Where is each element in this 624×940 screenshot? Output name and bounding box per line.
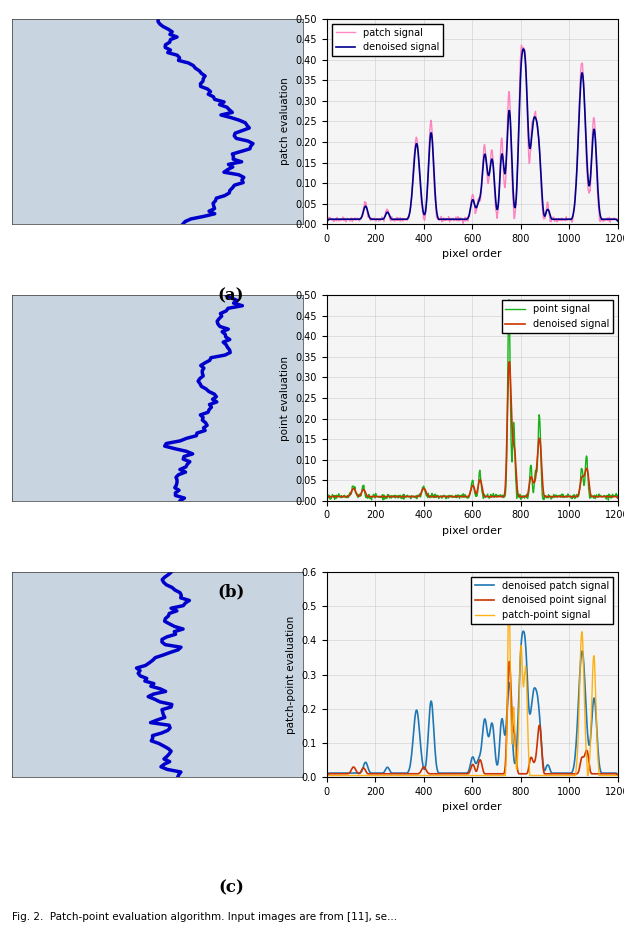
patch signal: [323, 213, 331, 225]
X-axis label: pixel order: pixel order: [442, 249, 502, 259]
denoised signal: [520, 43, 527, 55]
denoised signal: [614, 215, 622, 227]
denoised signal: [578, 473, 585, 484]
Line: patch signal: patch signal: [327, 45, 618, 223]
Y-axis label: point evaluation: point evaluation: [280, 355, 290, 441]
patch-point signal: [614, 770, 622, 781]
denoised signal: [323, 493, 331, 504]
patch-point signal: [347, 770, 354, 781]
point signal: [505, 294, 513, 306]
Line: denoised signal: denoised signal: [327, 362, 618, 498]
point signal: [614, 490, 622, 501]
patch signal: [459, 217, 467, 228]
denoised signal: [347, 213, 354, 225]
Line: point signal: point signal: [327, 300, 618, 500]
patch signal: [578, 57, 585, 69]
Y-axis label: patch-point evaluation: patch-point evaluation: [286, 616, 296, 733]
Text: Fig. 2.  Patch-point evaluation algorithm. Input images are from [11], se...: Fig. 2. Patch-point evaluation algorithm…: [12, 912, 397, 921]
patch signal: [518, 39, 525, 51]
denoised signal: [528, 130, 535, 141]
point signal: [347, 489, 354, 500]
point signal: [323, 491, 331, 502]
denoised patch signal: [528, 697, 535, 709]
denoised signal: [570, 204, 578, 215]
denoised point signal: [505, 656, 513, 667]
denoised signal: [512, 202, 519, 213]
denoised patch signal: [578, 649, 585, 660]
patch-point signal: [325, 770, 333, 781]
point signal: [570, 489, 578, 500]
denoised patch signal: [614, 769, 622, 780]
denoised signal: [505, 356, 513, 368]
denoised point signal: [512, 742, 519, 753]
denoised signal: [347, 488, 354, 499]
denoised signal: [528, 472, 535, 483]
Legend: point signal, denoised signal: point signal, denoised signal: [502, 300, 613, 333]
denoised point signal: [325, 768, 333, 779]
Line: denoised signal: denoised signal: [327, 49, 618, 222]
denoised patch signal: [325, 767, 333, 778]
Legend: patch signal, denoised signal: patch signal, denoised signal: [331, 24, 443, 56]
X-axis label: pixel order: pixel order: [442, 526, 502, 536]
patch-point signal: [570, 770, 578, 781]
patch-point signal: [528, 770, 535, 781]
Line: denoised point signal: denoised point signal: [327, 662, 618, 776]
denoised point signal: [323, 770, 331, 781]
point signal: [325, 490, 333, 501]
patch signal: [512, 201, 519, 212]
point signal: [605, 494, 612, 506]
point signal: [528, 471, 535, 482]
X-axis label: pixel order: pixel order: [442, 803, 502, 812]
point signal: [578, 462, 585, 474]
patch-point signal: [512, 753, 519, 764]
patch signal: [529, 116, 536, 127]
patch signal: [347, 214, 354, 226]
denoised signal: [323, 216, 331, 227]
denoised signal: [325, 213, 333, 225]
denoised signal: [578, 70, 585, 82]
patch signal: [571, 198, 578, 210]
Line: denoised patch signal: denoised patch signal: [327, 632, 618, 776]
denoised point signal: [347, 765, 354, 776]
denoised signal: [570, 491, 578, 502]
Legend: denoised patch signal, denoised point signal, patch-point signal: denoised patch signal, denoised point si…: [470, 577, 613, 624]
patch signal: [325, 214, 333, 226]
denoised signal: [614, 493, 622, 504]
point signal: [512, 474, 519, 485]
denoised patch signal: [570, 760, 578, 771]
Text: (c): (c): [218, 880, 244, 897]
denoised patch signal: [347, 767, 354, 778]
denoised patch signal: [520, 626, 527, 637]
denoised point signal: [614, 770, 622, 781]
denoised signal: [512, 459, 519, 470]
Text: (b): (b): [217, 584, 245, 601]
denoised signal: [325, 491, 333, 502]
patch-point signal: [505, 582, 513, 593]
denoised point signal: [570, 768, 578, 779]
Y-axis label: patch evaluation: patch evaluation: [280, 78, 290, 165]
patch-point signal: [578, 630, 585, 641]
patch signal: [614, 214, 622, 226]
patch-point signal: [323, 770, 331, 781]
denoised point signal: [528, 753, 535, 764]
denoised patch signal: [512, 758, 519, 769]
denoised patch signal: [323, 770, 331, 781]
denoised point signal: [578, 753, 585, 764]
Line: patch-point signal: patch-point signal: [327, 588, 618, 776]
Text: (a): (a): [218, 288, 244, 305]
